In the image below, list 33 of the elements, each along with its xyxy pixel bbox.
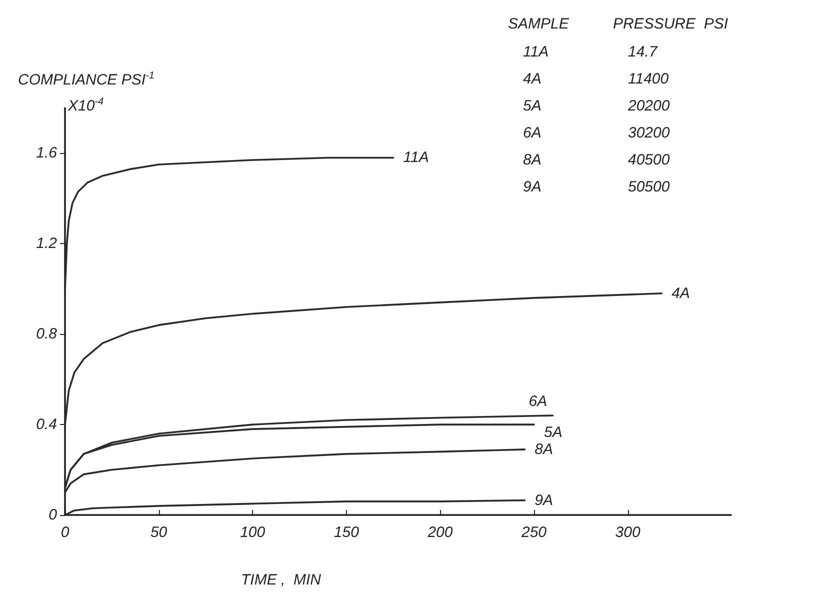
annotation: 9A [523,178,542,196]
x-tick-label: 50 [150,524,168,541]
x-tick-label: 150 [334,524,360,541]
annotation: 8A [523,152,542,168]
annotation: 20200 [627,98,670,114]
x-tick-label: 200 [426,524,454,541]
annotation: 30200 [628,124,670,142]
series-label: 11A [403,149,429,166]
series-label: 9A [534,492,553,509]
text: 11A [523,44,549,60]
series-label: 8A [534,440,553,458]
x-tick-label: 250 [520,524,548,541]
y-tick-label: 0.8 [36,326,58,343]
text: 4A [523,70,542,88]
x-tick-label: 300 [615,524,641,541]
y-tick-label: 0.4 [36,416,57,434]
annotation: 40500 [628,152,670,168]
series-label: 4A [672,284,690,302]
y-tick-label: 1.2 [36,235,58,252]
annotation: 6A [523,124,542,142]
text: PRESSURE PSI [613,16,728,32]
text: 11400 [628,70,670,88]
annotation: 50500 [628,178,670,196]
y-tick-label: 0 [48,506,58,524]
series-label: 5A [544,424,562,442]
annotation: 5A [523,98,542,114]
text: SAMPLE [508,16,570,32]
y-tick-label: 1.6 [36,144,58,162]
x-tick-label: 100 [240,524,266,541]
series-label: 6A [528,393,548,410]
x-tick-label: 0 [60,524,70,541]
x-axis-title: TIME , MIN [241,572,322,588]
text: 14.7 [628,44,658,60]
